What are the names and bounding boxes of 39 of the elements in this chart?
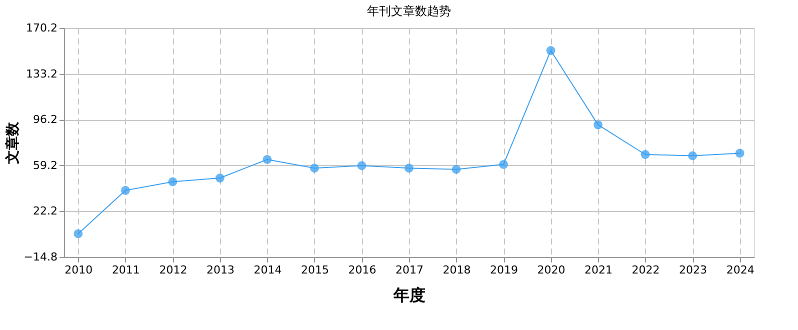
y-tick-label: −14.8	[24, 250, 58, 264]
point	[262, 154, 272, 164]
x-tick-label: 2011	[112, 264, 140, 276]
y-tick-label: 22.2	[33, 204, 58, 218]
x-tick-label: 2014	[254, 264, 282, 276]
y-tick-label: 133.2	[26, 67, 58, 80]
x-tick-label: 2010	[64, 264, 93, 276]
point	[310, 164, 319, 173]
point	[452, 164, 461, 174]
y-axis-title: 文章数	[4, 121, 21, 165]
x-tick-label: 2016	[348, 264, 376, 276]
point	[404, 164, 414, 173]
point	[120, 186, 130, 195]
x-tick-label: 2013	[206, 264, 234, 276]
x-tick-label: 2017	[396, 264, 424, 276]
point	[168, 177, 178, 186]
x-tick-label: 2019	[490, 264, 518, 276]
point	[594, 120, 603, 130]
point	[499, 160, 508, 169]
point	[74, 229, 83, 238]
x-tick-label: 2012	[159, 264, 188, 276]
x-tick-label: 2024	[726, 264, 754, 276]
point	[688, 151, 698, 160]
point	[735, 148, 744, 158]
x-tick-label: 2015	[300, 264, 329, 276]
x-tick-label: 2020	[537, 264, 566, 276]
point	[215, 174, 224, 182]
x-tick-label: 2018	[442, 264, 471, 276]
point	[546, 46, 556, 55]
point	[357, 161, 366, 170]
chart-title: 年刊文章数趋势	[367, 4, 451, 18]
x-tick-label: 2022	[632, 264, 660, 276]
x-tick-label: 2021	[584, 264, 613, 276]
y-tick-label: 170.2	[26, 22, 58, 34]
y-tick-label: 96.2	[33, 113, 58, 126]
x-axis-title: 年度	[392, 286, 426, 304]
point	[640, 150, 650, 159]
y-tick-label: 59.2	[33, 158, 58, 172]
x-tick-label: 2023	[679, 264, 708, 276]
